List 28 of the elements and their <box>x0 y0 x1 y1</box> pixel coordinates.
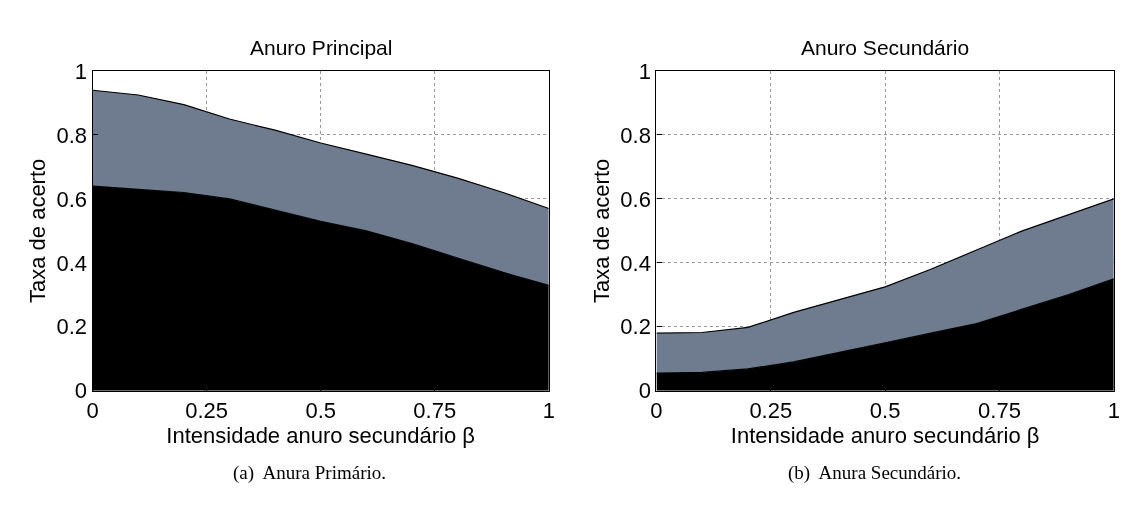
y-tick-label: 0.6 <box>620 186 651 212</box>
x-tick-label: 0.25 <box>185 398 229 424</box>
x-tick-label: 1 <box>1107 398 1120 424</box>
x-tick-label: 1 <box>542 398 555 424</box>
text: (a) Anura Primário. <box>233 462 387 484</box>
chart-title: Anuro Secundário <box>801 36 970 59</box>
x-axis-title: Intensidade anuro secundário β <box>166 423 476 449</box>
x-tick-label: 0.75 <box>978 398 1021 424</box>
y-tick-label: 0.6 <box>56 186 88 212</box>
x-tick-label: 0.75 <box>413 398 457 424</box>
y-tick-label: 0.4 <box>620 250 651 276</box>
y-axis-title: Taxa de acerto <box>25 158 51 304</box>
y-tick-label: 0 <box>638 378 651 404</box>
x-axis-title: Intensidade anuro secundário β <box>730 423 1040 449</box>
x-tick-label: 0.25 <box>749 398 793 424</box>
y-tick-label: 0.2 <box>620 314 651 340</box>
y-axis-title: Taxa de acerto <box>589 158 615 304</box>
text: (b) Anura Secundário. <box>788 462 962 484</box>
x-tick-label: 0.5 <box>305 398 336 424</box>
y-tick-label: 0.2 <box>56 314 88 340</box>
chart-title: Anuro Principal <box>250 36 393 59</box>
y-tick-label: 0.4 <box>56 250 88 276</box>
y-tick-label: 1 <box>638 58 651 84</box>
y-tick-label: 0.8 <box>56 122 88 148</box>
y-tick-label: 0.8 <box>620 122 651 148</box>
y-tick-label: 1 <box>74 58 88 84</box>
y-tick-label: 0 <box>74 378 88 404</box>
x-tick-label: 0.5 <box>869 398 901 424</box>
